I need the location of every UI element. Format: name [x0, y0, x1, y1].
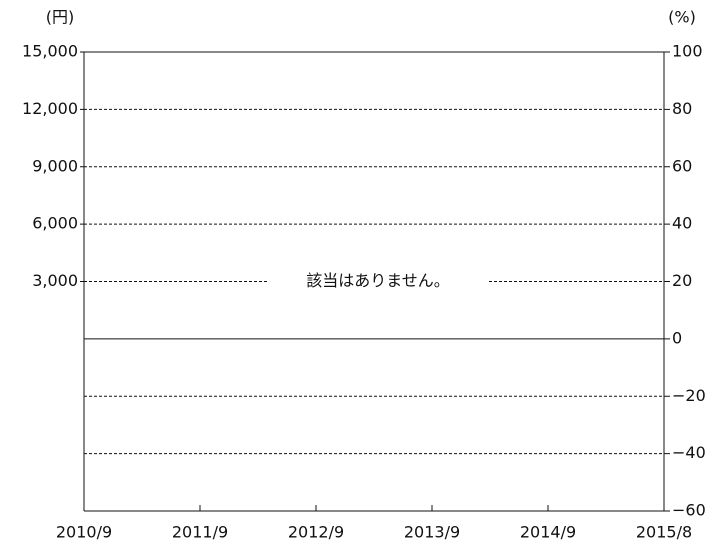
y-tick-label: 15,000	[22, 42, 78, 61]
x-tick-label: 2012/9	[288, 523, 344, 542]
y2-tick-label: 40	[672, 214, 692, 233]
y-tick-label: 9,000	[32, 156, 78, 175]
y2-tick-label: −40	[672, 443, 706, 462]
y-tick-label: 3,000	[32, 271, 78, 290]
y2-tick-label: 100	[672, 42, 703, 61]
x-tick-label: 2013/9	[404, 523, 460, 542]
x-tick-label: 2014/9	[520, 523, 576, 542]
y-tick-label: 12,000	[22, 99, 78, 118]
y2-tick-label: 80	[672, 99, 692, 118]
y2-tick-label: −20	[672, 386, 706, 405]
x-tick-label: 2015/8	[636, 523, 692, 542]
y2-tick-label: 60	[672, 156, 692, 175]
x-tick-label: 2011/9	[172, 523, 228, 542]
annotation: 該当はありません。	[306, 271, 450, 290]
y2-axis-label: (%)	[668, 8, 696, 27]
y2-tick-label: 0	[672, 328, 682, 347]
x-tick-label: 2010/9	[56, 523, 112, 542]
y-axis-label: (円)	[46, 8, 75, 27]
annotation-bg	[268, 267, 488, 296]
y-tick-label: 6,000	[32, 214, 78, 233]
y2-tick-label: 20	[672, 271, 692, 290]
y2-tick-label: −60	[672, 501, 706, 520]
